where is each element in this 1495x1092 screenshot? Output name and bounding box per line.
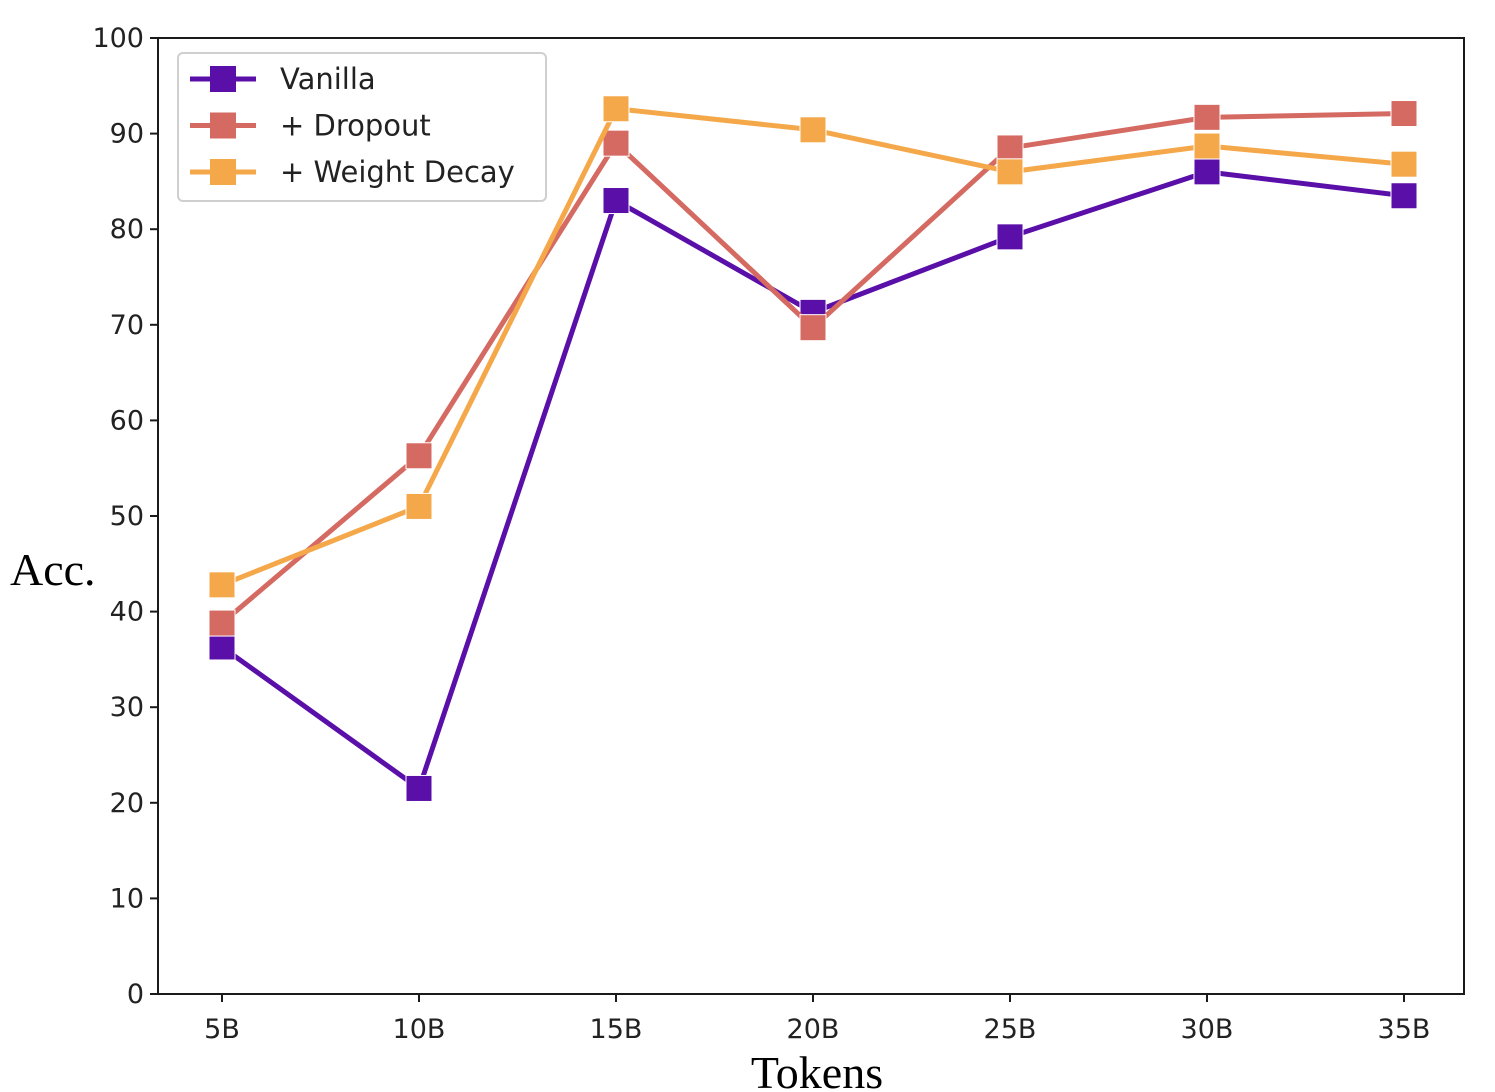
data-point — [208, 571, 236, 599]
data-point — [405, 774, 433, 802]
legend-item: + Dropout — [190, 109, 431, 143]
legend-label: + Dropout — [280, 109, 431, 143]
legend: Vanilla + Dropout + Weight Decay — [177, 52, 547, 202]
data-point — [208, 609, 236, 637]
legend-marker — [210, 112, 236, 139]
data-point — [1390, 182, 1418, 210]
x-tick-label: 25B — [984, 1014, 1037, 1045]
data-point — [1390, 150, 1418, 178]
data-point — [799, 314, 827, 342]
y-tick-label: 50 — [110, 501, 144, 532]
y-tick-label: 40 — [110, 597, 144, 628]
y-axis-title: Acc. — [10, 544, 96, 595]
data-point — [208, 633, 236, 661]
x-tick-label: 10B — [393, 1014, 446, 1045]
y-axis: 0 10 20 30 40 50 60 70 80 90 100 — [92, 23, 158, 1010]
data-point — [1193, 132, 1221, 160]
y-tick-label: 10 — [110, 883, 144, 914]
data-point — [602, 187, 630, 215]
data-point — [996, 158, 1024, 186]
x-axis-title: Tokens — [751, 1047, 883, 1092]
data-point — [602, 95, 630, 123]
x-tick-label: 30B — [1181, 1014, 1234, 1045]
data-point — [1390, 100, 1418, 128]
y-tick-label: 80 — [110, 214, 144, 245]
y-tick-label: 70 — [110, 310, 144, 341]
legend-marker — [210, 66, 236, 92]
legend-marker — [210, 159, 236, 185]
y-tick-label: 20 — [110, 788, 144, 819]
data-point — [405, 442, 433, 470]
data-point — [799, 116, 827, 144]
series-3 — [208, 95, 1418, 599]
data-point — [602, 129, 630, 157]
data-point — [996, 223, 1024, 251]
data-point — [996, 134, 1024, 162]
legend-item: + Weight Decay — [190, 155, 515, 189]
legend-label: + Weight Decay — [280, 155, 515, 189]
x-tick-label: 20B — [787, 1014, 840, 1045]
y-tick-label: 30 — [110, 692, 144, 723]
series-layer — [208, 95, 1418, 802]
legend-item: Vanilla — [190, 62, 376, 96]
y-tick-label: 0 — [127, 979, 144, 1010]
legend-box — [177, 52, 547, 202]
x-tick-label: 5B — [204, 1014, 240, 1045]
legend-label: Vanilla — [280, 62, 376, 96]
x-tick-label: 15B — [590, 1014, 643, 1045]
series-2 — [208, 100, 1418, 637]
series-1 — [208, 158, 1418, 802]
series-line — [220, 169, 1405, 791]
y-tick-label: 60 — [110, 405, 144, 436]
x-axis: 5B 10B 15B 20B 25B 30B 35B — [204, 994, 1430, 1045]
x-tick-label: 35B — [1378, 1014, 1431, 1045]
y-tick-label: 90 — [110, 119, 144, 150]
data-point — [1193, 158, 1221, 186]
data-point — [1193, 103, 1221, 131]
data-point — [405, 492, 433, 520]
y-tick-label: 100 — [92, 23, 144, 54]
